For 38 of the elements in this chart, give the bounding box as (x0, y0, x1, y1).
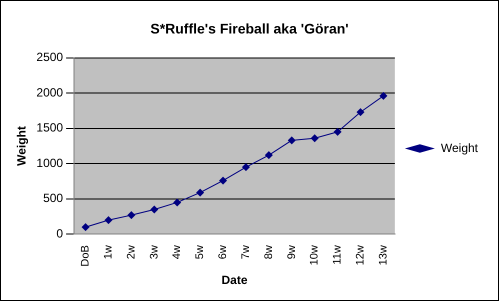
point (379, 92, 388, 100)
x-tick-label: 8w (262, 245, 275, 260)
y-tick-label: 2500 (36, 50, 64, 64)
x-tick-label: 6w (217, 245, 230, 260)
point (150, 206, 158, 214)
point (127, 211, 136, 220)
x-axis-title: Date (221, 273, 248, 288)
point (288, 136, 296, 144)
point (82, 223, 90, 232)
point (242, 163, 250, 172)
x-tick-label: 9w (286, 245, 298, 260)
y-tick-label: 2000 (36, 85, 64, 100)
point (219, 176, 228, 185)
point (104, 216, 112, 224)
y-tick-label: 1500 (36, 120, 64, 135)
chart-title: S*Ruffle's Fireball aka 'Göran' (150, 20, 349, 36)
x-tick-label: 5w (194, 245, 206, 260)
x-tick-label: 1w (102, 245, 114, 260)
point (264, 151, 273, 160)
point (196, 188, 204, 197)
x-tick-label: 11w (332, 245, 344, 265)
point (356, 108, 364, 116)
y-axis-title: Weight (14, 126, 29, 166)
legend-label: Weight (440, 140, 479, 155)
y-tick-label: 1000 (36, 156, 64, 170)
x-tick-label: DoB (80, 245, 92, 267)
point (173, 198, 182, 206)
x-tick-label: 4w (171, 245, 184, 260)
x-tick-label: 12w (354, 245, 367, 266)
point (334, 128, 342, 136)
x-tick-label: 10w (308, 245, 321, 266)
point (310, 134, 319, 142)
x-tick-label: 3w (148, 245, 160, 260)
x-tick-label: 2w (125, 245, 138, 260)
x-tick-label: 13w (377, 245, 390, 266)
y-tick-label: 500 (43, 191, 64, 206)
y-tick-label: 0 (56, 226, 64, 241)
x-tick-label: 7w (240, 245, 252, 260)
